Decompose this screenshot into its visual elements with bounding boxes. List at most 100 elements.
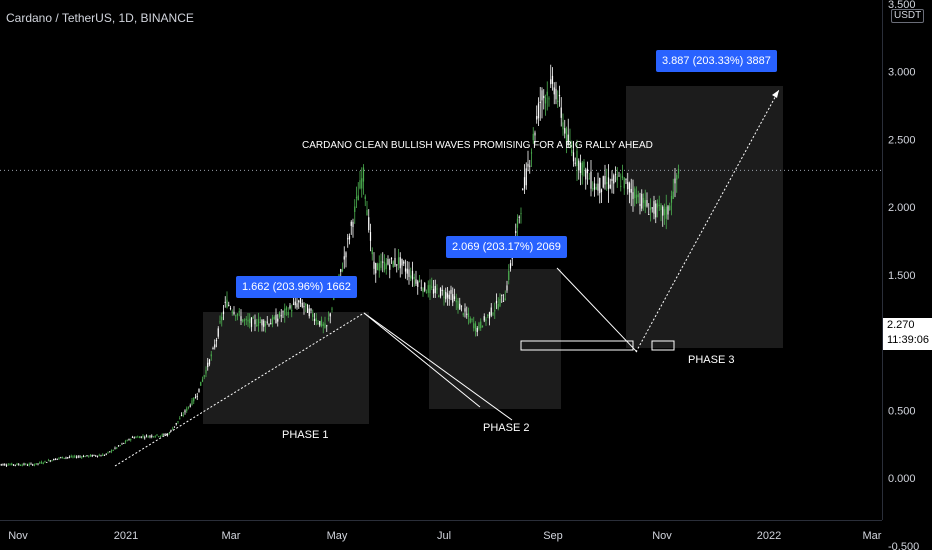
candle-body xyxy=(210,354,212,357)
candle-body xyxy=(324,323,326,328)
candle-body xyxy=(427,285,429,293)
candle-body xyxy=(380,261,382,268)
candle-body xyxy=(128,438,130,441)
candle-body xyxy=(103,454,106,456)
y-tick-label: 2.500 xyxy=(888,134,916,146)
candle-body xyxy=(590,171,592,189)
candle-body xyxy=(238,311,240,313)
candle-body xyxy=(366,210,368,216)
candle-body xyxy=(327,318,330,320)
candle-body xyxy=(623,177,625,189)
candle-body xyxy=(96,455,99,457)
trendline-phase1-fall-inner xyxy=(363,312,481,408)
candle-body xyxy=(215,339,218,342)
candle-body xyxy=(672,191,674,199)
measure-callout-3[interactable]: 3.887 (203.33%) 3887 xyxy=(656,50,777,72)
candle-body xyxy=(607,177,610,190)
candle-body xyxy=(614,174,617,176)
candle-body xyxy=(529,165,531,167)
projection-arrowhead xyxy=(772,90,779,98)
measure-callout-2[interactable]: 2.069 (203.17%) 2069 xyxy=(446,236,567,258)
candle-body xyxy=(200,381,202,386)
symbol-title: Cardano / TetherUS, 1D, BINANCE xyxy=(6,11,194,25)
candle-body xyxy=(114,447,116,449)
candle-body xyxy=(91,455,93,457)
candle-body xyxy=(35,463,37,465)
candle-body xyxy=(60,457,62,459)
candle-body xyxy=(439,288,442,297)
candle-body xyxy=(378,263,380,271)
candle-body xyxy=(639,203,641,207)
candle-body xyxy=(404,268,407,272)
candle-body xyxy=(553,87,555,95)
candle-body xyxy=(47,460,50,462)
candle-body xyxy=(522,189,524,191)
candle-body xyxy=(16,463,18,465)
candle-body xyxy=(243,319,246,321)
candle-body xyxy=(490,307,492,316)
candle-body xyxy=(263,320,265,327)
candle-body xyxy=(77,456,79,458)
candle-body xyxy=(539,101,541,103)
candle-body xyxy=(574,162,576,164)
candle-body xyxy=(637,194,639,198)
candle-body xyxy=(39,462,41,464)
candle-body xyxy=(273,316,275,319)
candle-body xyxy=(357,195,359,201)
candle-body xyxy=(7,464,9,466)
candle-body xyxy=(329,313,331,317)
candle-body xyxy=(523,177,526,189)
candle-body xyxy=(156,434,158,436)
support-box-phase3 xyxy=(651,340,675,351)
price-scale[interactable] xyxy=(882,0,932,520)
candle-body xyxy=(669,205,671,211)
candle-body xyxy=(161,434,163,436)
candle-body xyxy=(287,311,289,316)
currency-badge[interactable]: USDT xyxy=(891,9,925,23)
candle-body xyxy=(84,456,86,458)
candle-body xyxy=(441,289,443,292)
candle-body xyxy=(595,186,597,190)
candle-body xyxy=(172,428,174,430)
candle-body xyxy=(618,175,620,177)
candle-body xyxy=(63,457,65,459)
candle-body xyxy=(275,314,277,324)
trendline-phase2-fall xyxy=(556,267,638,353)
candle-body xyxy=(656,203,659,208)
candle-body xyxy=(53,458,55,461)
candle-body xyxy=(448,294,450,299)
candle-body xyxy=(455,300,457,303)
candle-body xyxy=(154,436,156,438)
candle-body xyxy=(443,296,445,298)
candle-body xyxy=(277,318,279,322)
candle-body xyxy=(252,317,254,319)
candle-body xyxy=(488,312,491,319)
candle-body xyxy=(149,435,151,437)
candle-body xyxy=(628,183,631,193)
candle-body xyxy=(145,435,148,437)
measure-callout-1[interactable]: 1.662 (203.96%) 1662 xyxy=(236,276,357,298)
candle-body xyxy=(187,406,190,408)
candle-body xyxy=(401,258,403,266)
candle-body xyxy=(399,257,401,269)
projection-box-2 xyxy=(429,269,561,409)
candle-body xyxy=(663,209,666,215)
x-tick-label: 2022 xyxy=(757,530,781,542)
candle-body xyxy=(81,456,83,458)
candle-body xyxy=(459,303,461,310)
candle-body xyxy=(662,206,664,216)
candle-body xyxy=(179,418,181,420)
current-price-value: 2.270 xyxy=(887,319,915,331)
phase-3-label: PHASE 3 xyxy=(688,354,735,366)
candle-body xyxy=(86,455,88,457)
candle-body xyxy=(306,304,309,313)
candle-body xyxy=(597,183,599,191)
candle-body xyxy=(569,142,571,145)
candle-body xyxy=(487,314,489,316)
candle-body xyxy=(583,161,585,168)
candle-body xyxy=(420,287,422,289)
candle-body xyxy=(525,168,527,186)
candle-body xyxy=(315,318,317,322)
candle-body xyxy=(319,321,321,326)
